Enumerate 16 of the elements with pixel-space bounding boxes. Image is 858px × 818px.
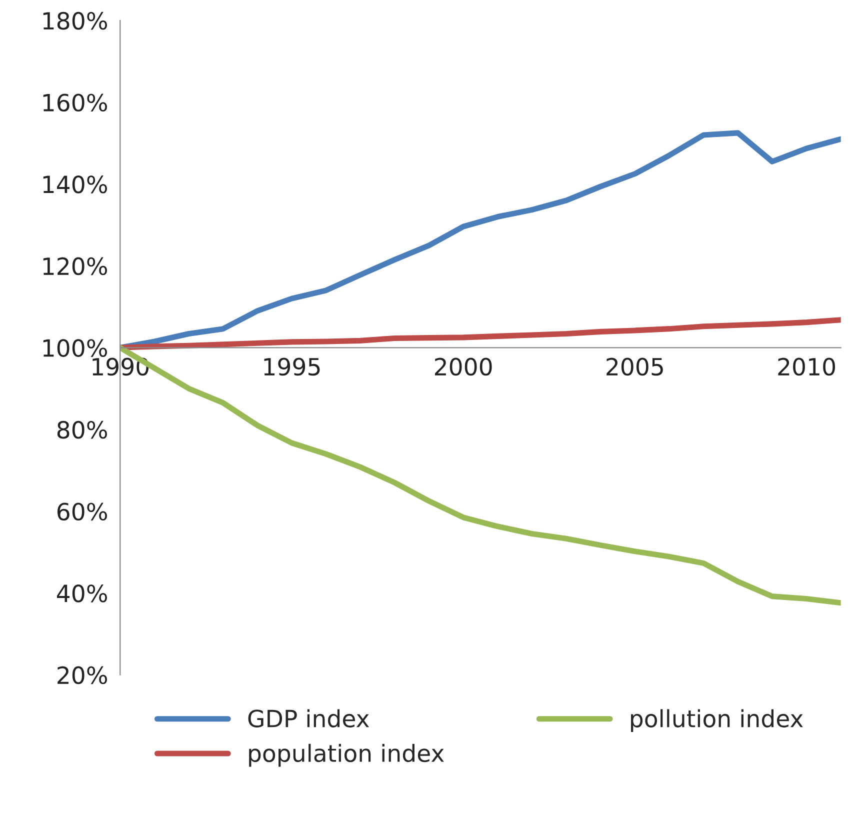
- y-tick-label: 80%: [57, 420, 108, 439]
- y-tick-label: 40%: [56, 584, 108, 602]
- legend-label: population index: [249, 744, 444, 767]
- y-tick-label: 140%: [43, 175, 108, 194]
- x-tick-label: 1995: [264, 358, 320, 376]
- legend-label: GDP index: [248, 709, 370, 728]
- x-tick-label: 2000: [435, 358, 492, 376]
- y-tick-label: 120%: [43, 257, 108, 276]
- x-tick-label: 2005: [606, 358, 663, 376]
- y-tick-label: 60%: [57, 502, 108, 521]
- y-tick-label: 180%: [43, 12, 108, 30]
- x-tick-label: 2010: [778, 358, 835, 376]
- y-tick-label: 100%: [43, 339, 108, 357]
- y-tick-label: 160%: [43, 94, 108, 112]
- legend-label: pollution index: [631, 709, 803, 732]
- y-tick-label: 20%: [58, 666, 108, 684]
